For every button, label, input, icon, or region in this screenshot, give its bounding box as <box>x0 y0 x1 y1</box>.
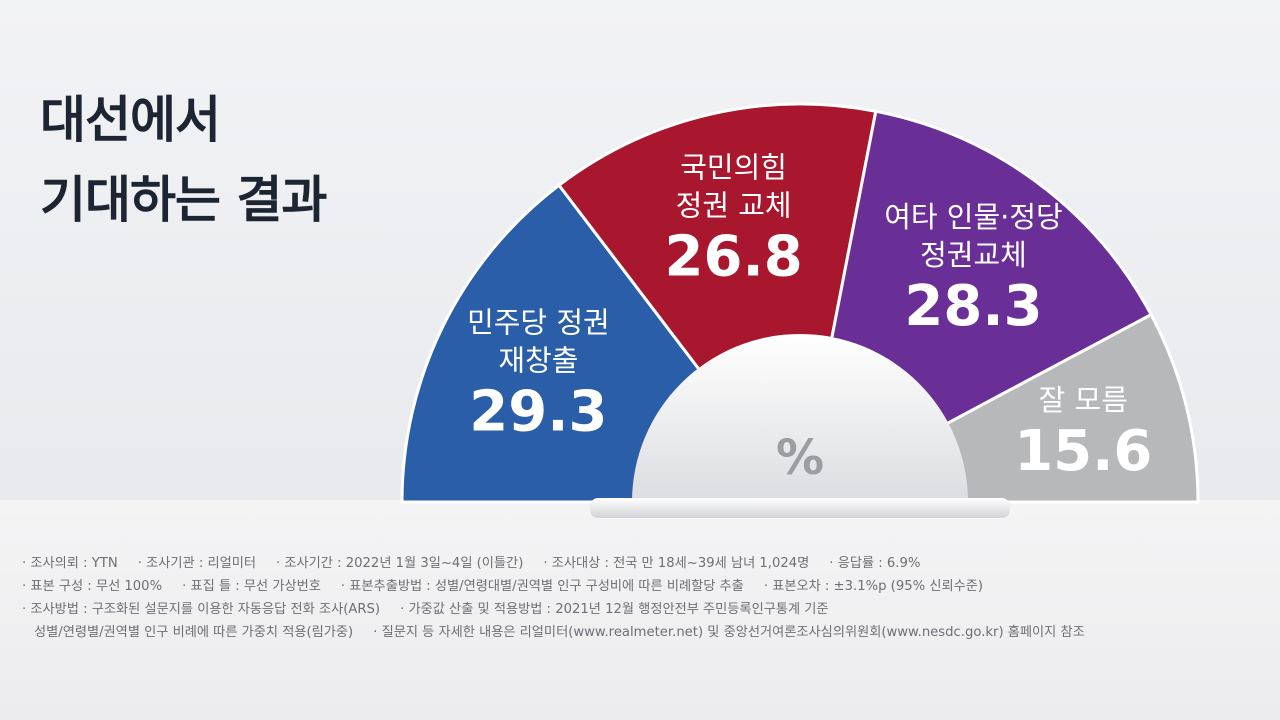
background-floor <box>0 500 1280 720</box>
chart-center-hub <box>632 334 968 502</box>
slice-label-1-line-2: 재창출 <box>498 343 578 377</box>
slice-label-1-line-1: 민주당 정권 <box>467 305 610 339</box>
footnote-item: 표집 틀 : 무선 가상번호 <box>182 579 321 594</box>
footnote-item: 표본추출방법 : 성별/연령대별/권역별 인구 구성비에 따른 비례할당 추출 <box>341 579 744 594</box>
footnote-item: 가중값 산출 및 적용방법 : 2021년 12월 행정안전부 주민등록인구통계… <box>400 602 828 617</box>
footnote-row: 표본 구성 : 무선 100% 표집 틀 : 무선 가상번호 표본추출방법 : 성별… <box>22 575 1272 598</box>
footnote-item: 표본 구성 : 무선 100% <box>22 579 162 594</box>
chart-base-pedestal <box>590 498 1010 518</box>
slice-label-2-line-1: 국민의힘 <box>680 151 787 185</box>
footnote-item: 표본오차 : ±3.1%p (95% 신뢰수준) <box>764 579 983 594</box>
slice-label-4-line-1: 잘 모름 <box>1039 383 1128 417</box>
footnote-row: 조사의뢰 : YTN 조사기관 : 리얼미터 조사기간 : 2022년 1월 3일~… <box>22 552 1272 575</box>
page-title: 대선에서 기대하는 결과 <box>40 80 327 240</box>
survey-footnotes: 조사의뢰 : YTN 조사기관 : 리얼미터 조사기간 : 2022년 1월 3일~… <box>22 552 1272 644</box>
footnote-item: 조사의뢰 : YTN <box>22 556 118 571</box>
footnote-item: 조사대상 : 전국 만 18세~39세 남녀 1,024명 <box>543 556 809 571</box>
footnote-item: 조사기관 : 리얼미터 <box>138 556 256 571</box>
footnote-item: 조사방법 : 구조화된 설문지를 이용한 자동응답 전화 조사(ARS) <box>22 602 380 617</box>
slice-label-3-line-2: 정권교체 <box>920 238 1027 272</box>
slice-value-3: 28.3 <box>904 274 1042 339</box>
title-line-1: 대선에서 <box>40 91 221 149</box>
slice-value-1: 29.3 <box>469 379 607 444</box>
footnote-item: 성별/연령별/권역별 인구 비례에 따른 가중치 적용(림가중) <box>34 625 354 640</box>
footnote-item: 조사기간 : 2022년 1월 3일~4일 (이틀간) <box>276 556 523 571</box>
footnote-item: 응답률 : 6.9% <box>829 556 920 571</box>
title-line-2: 기대하는 결과 <box>40 171 327 229</box>
slice-value-4: 15.6 <box>1014 419 1152 484</box>
slice-label-2-line-2: 정권 교체 <box>676 189 792 223</box>
slice-label-3-line-1: 여타 인물·정당 <box>884 200 1063 234</box>
footnote-row: 조사방법 : 구조화된 설문지를 이용한 자동응답 전화 조사(ARS) 가중값 … <box>22 598 1272 621</box>
footnote-row: 성별/연령별/권역별 인구 비례에 따른 가중치 적용(림가중) 질문지 등 자세… <box>22 621 1272 644</box>
slice-value-2: 26.8 <box>665 225 803 290</box>
chart-unit-label: % <box>776 430 824 486</box>
footnote-item: 질문지 등 자세한 내용은 리얼미터(www.realmeter.net) 및 … <box>373 625 1085 640</box>
